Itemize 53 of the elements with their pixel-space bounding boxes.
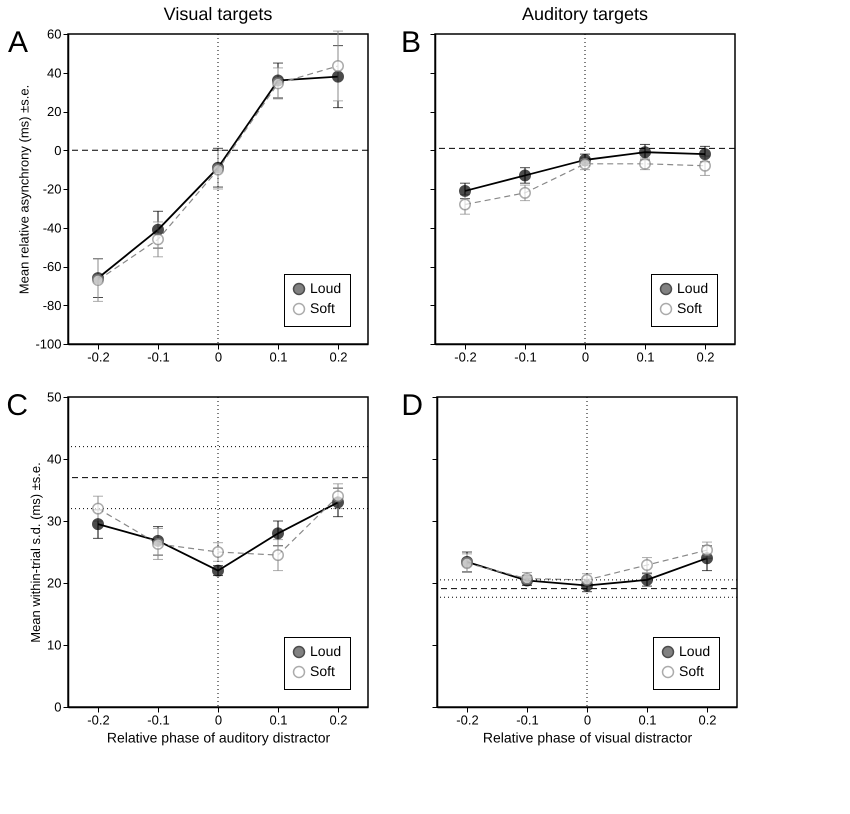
chart-title: Auditory targets bbox=[522, 4, 648, 24]
legend-label: Loud bbox=[310, 280, 342, 296]
x-tick-label: 0.1 bbox=[269, 350, 288, 364]
x-tick-label: -0.1 bbox=[147, 350, 170, 364]
y-tick-label: -60 bbox=[42, 259, 62, 274]
text: B bbox=[400, 26, 421, 59]
y-tick-label: 30 bbox=[47, 514, 62, 528]
x-tick-label: -0.1 bbox=[147, 712, 170, 728]
x-tick-label: 0.1 bbox=[636, 350, 655, 364]
y-tick-label: -20 bbox=[42, 182, 62, 196]
x-tick-label: -0.2 bbox=[456, 712, 479, 728]
x-tick-label: -0.2 bbox=[87, 712, 110, 728]
x-tick-label: 0.1 bbox=[269, 712, 288, 728]
x-tick-label: 0.2 bbox=[329, 350, 348, 364]
y-tick-label: 60 bbox=[47, 26, 62, 42]
legend-label: Loud bbox=[679, 643, 710, 659]
x-tick-label: 0.2 bbox=[696, 350, 715, 364]
y-axis-title: Mean relative asynchrony (ms) ±s.e. bbox=[16, 84, 32, 294]
legend-label: Loud bbox=[310, 643, 342, 659]
y-axis-title: Mean within-trial s.d. (ms) ±s.e. bbox=[28, 462, 44, 643]
x-tick-label: 0.2 bbox=[329, 712, 348, 728]
y-tick-label: -80 bbox=[42, 298, 62, 313]
y-tick-label: 0 bbox=[54, 700, 62, 714]
y-tick-label: 50 bbox=[47, 390, 62, 404]
x-tick-label: -0.2 bbox=[87, 350, 110, 364]
text: C bbox=[6, 389, 28, 422]
x-axis-title: Relative phase of auditory distractor bbox=[106, 730, 331, 746]
x-axis-title: Relative phase of visual distractor bbox=[482, 730, 692, 746]
x-tick-label: -0.1 bbox=[514, 350, 537, 364]
y-tick-label: 40 bbox=[47, 452, 62, 466]
text: D bbox=[401, 389, 423, 422]
x-tick-label: -0.1 bbox=[516, 712, 539, 728]
y-tick-label: 0 bbox=[54, 142, 62, 158]
legend-label: Loud bbox=[677, 280, 708, 296]
text: A bbox=[8, 26, 28, 59]
x-tick-label: 0 bbox=[214, 712, 222, 728]
y-tick-label: 40 bbox=[47, 65, 62, 80]
legend-label: Soft bbox=[679, 663, 704, 679]
x-tick-label: 0.1 bbox=[638, 712, 657, 728]
legend-label: Soft bbox=[310, 663, 336, 679]
y-tick-label: 20 bbox=[47, 576, 62, 590]
x-tick-label: 0.2 bbox=[698, 712, 717, 728]
x-tick-label: 0 bbox=[582, 350, 590, 364]
y-tick-label: 10 bbox=[47, 638, 62, 652]
y-tick-label: -100 bbox=[35, 336, 62, 352]
y-tick-label: -40 bbox=[42, 220, 62, 236]
x-tick-label: 0 bbox=[214, 350, 222, 364]
x-tick-label: 0 bbox=[584, 712, 592, 728]
legend-label: Soft bbox=[677, 300, 702, 316]
chart-title: Visual targets bbox=[164, 4, 272, 24]
y-tick-label: 20 bbox=[47, 104, 62, 119]
x-tick-label: -0.2 bbox=[454, 350, 477, 364]
legend-label: Soft bbox=[310, 300, 336, 316]
